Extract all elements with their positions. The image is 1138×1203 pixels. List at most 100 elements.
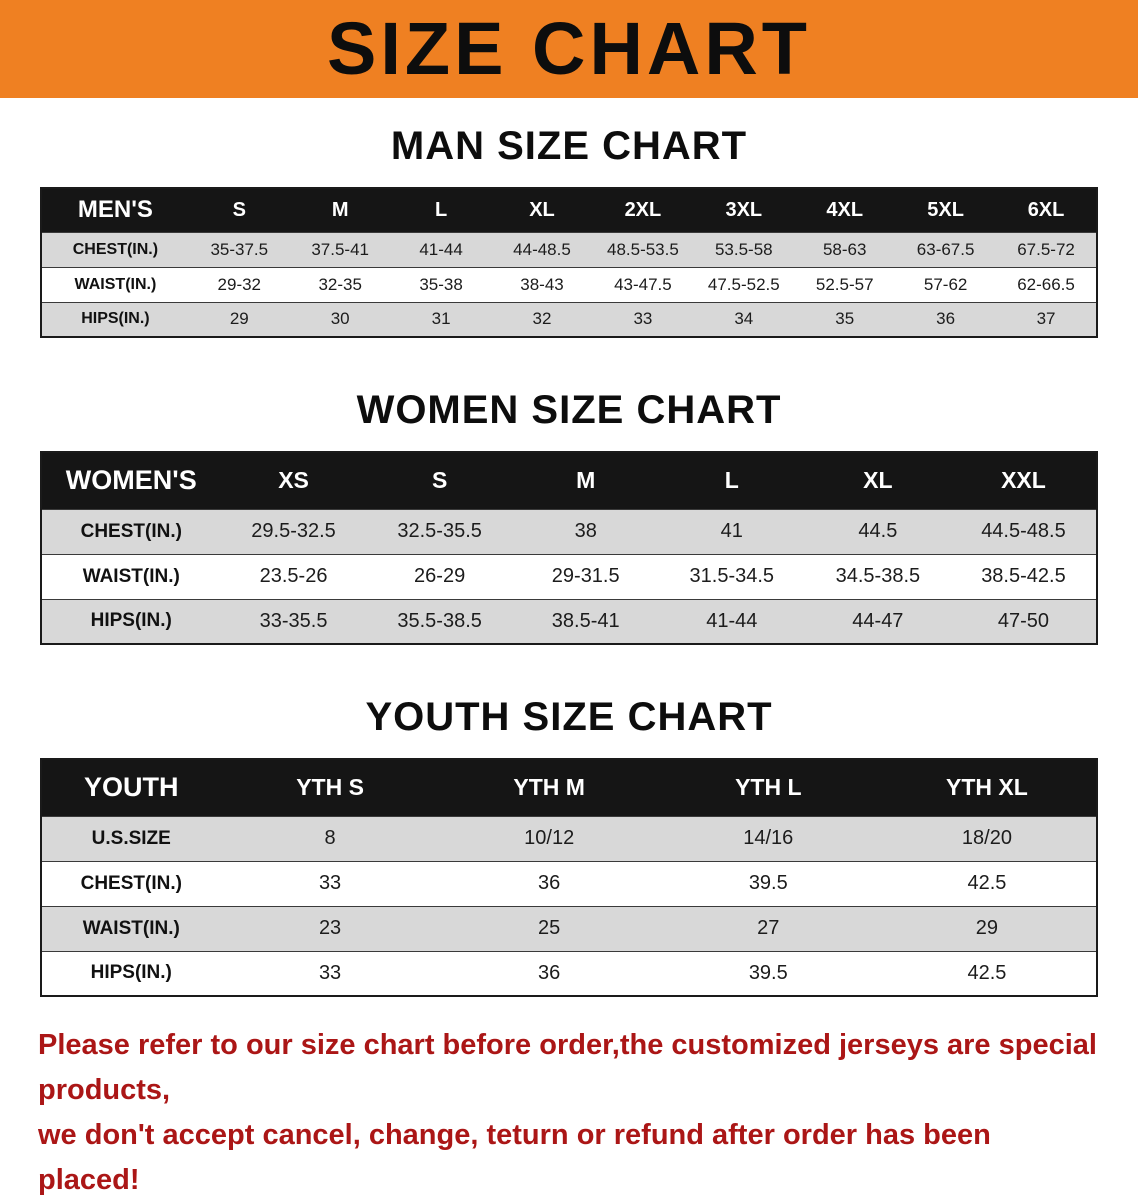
title-banner: SIZE CHART xyxy=(0,0,1138,98)
measurement-value: 57-62 xyxy=(895,266,997,303)
measurement-value: 38 xyxy=(512,508,659,555)
header-row: MEN'S S M L XL 2XL 3XL 4XL 5XL 6XL xyxy=(41,188,1097,232)
size-header-cell: XL xyxy=(804,452,951,509)
measurement-value: 44.5 xyxy=(804,508,951,555)
measurement-value: 32-35 xyxy=(289,266,391,303)
measurement-value: 32 xyxy=(491,301,593,338)
youth-size-section: YOUTH SIZE CHART YOUTH YTH S YTH M YTH L YTH… xyxy=(0,695,1138,997)
measurement-row: HIPS(IN.) 29 30 31 32 33 34 35 36 37 xyxy=(41,301,1097,338)
disclaimer-line-2: we don't accept cancel, change, teturn o… xyxy=(38,1118,991,1196)
table-title-cell: WOMEN'S xyxy=(41,452,221,509)
measurement-value: 31.5-34.5 xyxy=(658,553,805,600)
women-section-heading: WOMEN SIZE CHART xyxy=(356,388,782,432)
women-size-table: WOMEN'S XS S M L XL XXL CHEST(IN.) 29.5-32.5 32.5… xyxy=(40,451,1098,645)
measurement-value: 42.5 xyxy=(877,860,1097,907)
size-header-cell: 3XL xyxy=(693,188,795,232)
measurement-value: 33 xyxy=(592,301,694,338)
youth-size-table: YOUTH YTH S YTH M YTH L YTH XL U.S.SIZE 8 10/12… xyxy=(40,758,1098,997)
size-header-cell: L xyxy=(658,452,805,509)
measurement-value: 29 xyxy=(877,905,1097,952)
measurement-value: 14/16 xyxy=(658,815,878,862)
size-header-cell: 5XL xyxy=(895,188,997,232)
measurement-value: 18/20 xyxy=(877,815,1097,862)
measurement-value: 48.5-53.5 xyxy=(592,231,694,268)
measurement-value: 38-43 xyxy=(491,266,593,303)
women-size-section: WOMEN SIZE CHART WOMEN'S XS S M L XL XXL CHEST(… xyxy=(0,388,1138,645)
measurement-value: 29 xyxy=(188,301,290,338)
measurement-value: 52.5-57 xyxy=(794,266,896,303)
size-header-cell: YTH M xyxy=(439,759,659,816)
measurement-value: 62-66.5 xyxy=(996,266,1097,303)
measurement-label: CHEST(IN.) xyxy=(41,508,221,555)
measurement-value: 34 xyxy=(693,301,795,338)
measurement-row: WAIST(IN.) 29-32 32-35 35-38 38-43 43-47.5 47.… xyxy=(41,266,1097,303)
measurement-value: 58-63 xyxy=(794,231,896,268)
measurement-row: CHEST(IN.) 33 36 39.5 42.5 xyxy=(41,860,1097,907)
measurement-value: 35.5-38.5 xyxy=(366,598,513,645)
measurement-value: 41-44 xyxy=(658,598,805,645)
youth-section-heading: YOUTH SIZE CHART xyxy=(365,695,773,739)
disclaimer-line-1: Please refer to our size chart before or… xyxy=(38,1029,1097,1106)
measurement-value: 47-50 xyxy=(950,598,1097,645)
men-section-heading: MAN SIZE CHART xyxy=(390,124,748,168)
measurement-label: WAIST(IN.) xyxy=(41,553,221,600)
measurement-value: 30 xyxy=(289,301,391,338)
size-header-cell: YTH S xyxy=(220,759,440,816)
measurement-value: 43-47.5 xyxy=(592,266,694,303)
measurement-value: 37.5-41 xyxy=(289,231,391,268)
measurement-value: 39.5 xyxy=(658,860,878,907)
measurement-value: 36 xyxy=(895,301,997,338)
size-header-cell: YTH XL xyxy=(877,759,1097,816)
measurement-row: HIPS(IN.) 33 36 39.5 42.5 xyxy=(41,950,1097,997)
measurement-label: HIPS(IN.) xyxy=(41,950,221,997)
measurement-label: WAIST(IN.) xyxy=(41,266,189,303)
measurement-value: 33 xyxy=(220,860,440,907)
size-header-cell: XXL xyxy=(950,452,1097,509)
size-header-cell: XS xyxy=(220,452,367,509)
measurement-label: HIPS(IN.) xyxy=(41,301,189,338)
measurement-value: 44.5-48.5 xyxy=(950,508,1097,555)
men-size-table: MEN'S S M L XL 2XL 3XL 4XL 5XL 6XL CHEST(IN.) 35-37… xyxy=(40,187,1098,338)
measurement-label: WAIST(IN.) xyxy=(41,905,221,952)
measurement-row: U.S.SIZE 8 10/12 14/16 18/20 xyxy=(41,815,1097,862)
measurement-value: 25 xyxy=(439,905,659,952)
measurement-value: 23.5-26 xyxy=(220,553,367,600)
measurement-value: 34.5-38.5 xyxy=(804,553,951,600)
size-header-cell: YTH L xyxy=(658,759,878,816)
measurement-row: CHEST(IN.) 35-37.5 37.5-41 41-44 44-48.5 48.5… xyxy=(41,231,1097,268)
size-header-cell: 4XL xyxy=(794,188,896,232)
size-header-cell: M xyxy=(512,452,659,509)
measurement-value: 29-31.5 xyxy=(512,553,659,600)
measurement-value: 29.5-32.5 xyxy=(220,508,367,555)
measurement-value: 29-32 xyxy=(188,266,290,303)
measurement-value: 53.5-58 xyxy=(693,231,795,268)
measurement-label: HIPS(IN.) xyxy=(41,598,221,645)
measurement-value: 38.5-41 xyxy=(512,598,659,645)
measurement-value: 8 xyxy=(220,815,440,862)
measurement-value: 10/12 xyxy=(439,815,659,862)
measurement-row: WAIST(IN.) 23.5-26 26-29 29-31.5 31.5-34.5 34… xyxy=(41,553,1097,600)
size-header-cell: 6XL xyxy=(996,188,1097,232)
measurement-value: 36 xyxy=(439,950,659,997)
size-header-cell: 2XL xyxy=(592,188,694,232)
measurement-value: 63-67.5 xyxy=(895,231,997,268)
measurement-value: 67.5-72 xyxy=(996,231,1097,268)
measurement-value: 44-47 xyxy=(804,598,951,645)
measurement-value: 23 xyxy=(220,905,440,952)
page-title: SIZE CHART xyxy=(327,7,811,90)
table-title-cell: YOUTH xyxy=(41,759,221,816)
measurement-value: 35-37.5 xyxy=(188,231,290,268)
size-header-cell: M xyxy=(289,188,391,232)
measurement-value: 35 xyxy=(794,301,896,338)
measurement-value: 33-35.5 xyxy=(220,598,367,645)
measurement-value: 32.5-35.5 xyxy=(366,508,513,555)
measurement-value: 38.5-42.5 xyxy=(950,553,1097,600)
measurement-value: 35-38 xyxy=(390,266,492,303)
disclaimer-note: Please refer to our size chart before or… xyxy=(38,1023,1100,1203)
measurement-row: CHEST(IN.) 29.5-32.5 32.5-35.5 38 41 44.5 44.5… xyxy=(41,508,1097,555)
header-row: YOUTH YTH S YTH M YTH L YTH XL xyxy=(41,759,1097,816)
measurement-value: 47.5-52.5 xyxy=(693,266,795,303)
measurement-value: 41-44 xyxy=(390,231,492,268)
measurement-value: 27 xyxy=(658,905,878,952)
